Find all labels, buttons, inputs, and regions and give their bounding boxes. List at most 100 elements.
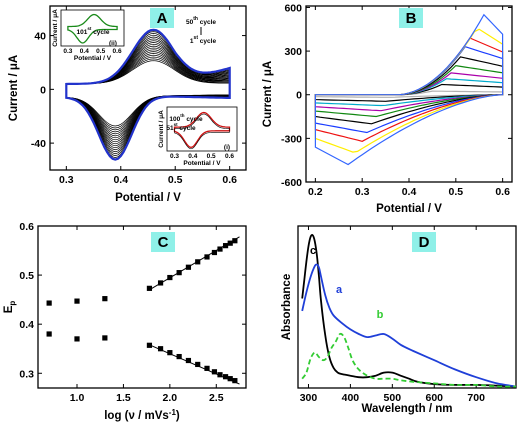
panel-d-xtick-label: 400	[342, 392, 360, 404]
panel-d-series-label-c: c	[310, 245, 316, 257]
panel-c-cathodic-point	[211, 369, 218, 375]
panel-a-ytick-label: 40	[34, 31, 46, 43]
panel-a-inset-i-xtick-label: 0.4	[188, 153, 197, 160]
panel-a-ylabel: Current / μA	[8, 55, 20, 121]
panel-c-ytick-label: 0.5	[19, 270, 34, 282]
panel-b-series	[314, 28, 504, 153]
panel-a-inset-ii-label: (ii)	[109, 40, 117, 47]
panel-c-xlabel: log (ν / mVs-1)	[104, 408, 180, 422]
panel-c-cathodic-point	[167, 350, 173, 356]
panel-c: 1.0 1.5 2.0 2.5 0.6 0.5 0.4 0.3 log (ν / mVs-1) E…	[3, 221, 247, 422]
panel-b-xlabel: Potential / V	[376, 203, 442, 215]
panel-c-anodic-point	[167, 274, 173, 281]
panel-a-frame	[49, 5, 247, 171]
panel-a-ytick-label: -40	[31, 138, 46, 150]
panel-a-inset-i: 0.3 0.4 0.5 0.6 Potential / V Current / μA 100…	[158, 106, 238, 167]
panel-d-badge-bg	[412, 232, 436, 252]
panel-d-badge-text: D	[419, 234, 430, 251]
panel-b-xtick-label: 0.6	[495, 186, 510, 198]
panel-a-inset-i-xlabel: Potential / V	[183, 160, 221, 167]
panel-d-series-a	[301, 263, 517, 388]
panel-b-xtick-label: 0.3	[355, 186, 370, 198]
panel-c-cathodic-point	[146, 342, 153, 348]
panel-a-inset-i-ylabel: Current / μA	[158, 110, 165, 148]
panel-d-series-label-a: a	[336, 284, 343, 296]
panel-a-inset-ii-cycle: 101st cycle	[77, 26, 110, 36]
panel-c-anodic-point	[146, 285, 153, 291]
panel-d-series-b	[301, 332, 517, 388]
panel-b-series	[314, 13, 504, 166]
panel-d-series-c	[301, 234, 517, 388]
panel-c-ytick-label: 0.6	[19, 221, 34, 233]
panel-a-inset-i-xtick-label: 0.5	[207, 153, 216, 160]
panel-d-xtick-label: 300	[300, 392, 318, 404]
panel-c-xtick-label: 2.0	[163, 392, 178, 404]
panel-c-anodic-point	[232, 238, 238, 244]
panel-c-cathodic-point	[185, 357, 192, 364]
panel-d: 300 400 500 600 700 c a b Wavelength / nm Absorba…	[281, 225, 517, 415]
panel-c-cathodic-point	[227, 376, 233, 382]
panel-c-cathodic-point	[222, 374, 229, 380]
panel-c-cathodic-point	[176, 353, 182, 360]
panel-c-anodic-point	[211, 249, 218, 256]
panel-a-badge-text: A	[157, 10, 168, 27]
panel-c-cathodic-point	[46, 331, 52, 337]
panel-a-xtick-label: 0.3	[59, 174, 74, 186]
panel-a-inset-i-xtick-label: 0.6	[225, 153, 234, 160]
panel-a-annotation-bottom: 1st cycle	[190, 35, 217, 45]
panel-c-anodic-point	[102, 296, 108, 302]
panel-b-badge-bg	[399, 8, 423, 28]
panel-b-xtick-label: 0.4	[402, 186, 417, 198]
panel-a: 0.3 0.4 0.5 0.6 40 0 -40 50th cycle 1st cycle Pot…	[8, 5, 247, 204]
panel-d-xlabel: Wavelength / nm	[362, 403, 453, 415]
panel-c-badge-bg	[151, 232, 175, 252]
panel-b-ytick-label: 600	[284, 2, 302, 14]
panel-c-ytick-label: 0.4	[19, 319, 34, 331]
panel-d-xtick-label: 700	[467, 392, 485, 404]
panel-a-badge: A	[150, 8, 174, 28]
panel-a-inset-ii-xtick-label: 0.5	[96, 48, 105, 55]
panel-a-badge-bg	[150, 8, 174, 28]
panel-c-anodic-point	[222, 243, 229, 249]
panel-a-inset-i-cycle-top: 100th cycle	[169, 113, 203, 123]
panel-c-cathodic-point	[157, 346, 164, 352]
panel-a-xlabel: Potential / V	[115, 192, 181, 204]
panel-c-cathodic-point	[74, 336, 80, 342]
panel-b-ylabel: Current / μA	[262, 61, 274, 127]
panel-b-ytick-label: -300	[281, 133, 302, 145]
panel-c-anodic-point	[217, 246, 223, 252]
panel-c-cathodic-point	[102, 335, 108, 341]
panel-a-inset-ii-curve	[67, 13, 118, 44]
panel-a-inset-ii-xtick-label: 0.3	[63, 48, 72, 55]
panel-a-inset-ii-xtick-label: 0.4	[80, 48, 89, 55]
panel-c-frame	[37, 225, 247, 389]
panel-c-anodic-point	[185, 264, 192, 270]
panel-a-xtick-label: 0.5	[168, 174, 183, 186]
panel-a-cycle-last	[65, 28, 231, 161]
panel-d-xtick-label: 600	[425, 392, 443, 404]
panel-d-ylabel: Absorbance	[281, 274, 293, 340]
panel-c-ylabel: Ep	[3, 301, 17, 314]
panel-a-inset-i-label: (i)	[224, 144, 230, 151]
panel-b: 0.2 0.3 0.4 0.5 0.6 600 300 0 -300 -600 Potential …	[262, 2, 513, 215]
panel-c-badge: C	[151, 232, 175, 252]
panel-a-inset-ii-frame	[60, 9, 125, 47]
panel-c-ytick-label: 0.3	[19, 368, 34, 380]
panel-c-xtick-label: 2.5	[209, 392, 224, 404]
panel-d-badge: D	[412, 232, 436, 252]
panel-a-annotation-top: 50th cycle	[186, 16, 216, 26]
panel-d-xtick-label: 500	[384, 392, 402, 404]
panel-a-xtick-label: 0.6	[222, 174, 237, 186]
panel-d-series-label-b: b	[377, 309, 384, 321]
panel-c-anodic-point	[204, 254, 210, 260]
panel-c-anodic-point	[157, 280, 164, 286]
panel-b-badge-text: B	[406, 10, 417, 27]
panel-c-anodic-point	[74, 298, 80, 304]
panel-c-badge-text: C	[158, 234, 169, 251]
panel-c-cathodic-point	[217, 372, 223, 378]
panel-d-frame	[297, 225, 517, 389]
panel-b-badge: B	[399, 8, 423, 28]
panel-c-cathodic-point	[195, 361, 201, 368]
